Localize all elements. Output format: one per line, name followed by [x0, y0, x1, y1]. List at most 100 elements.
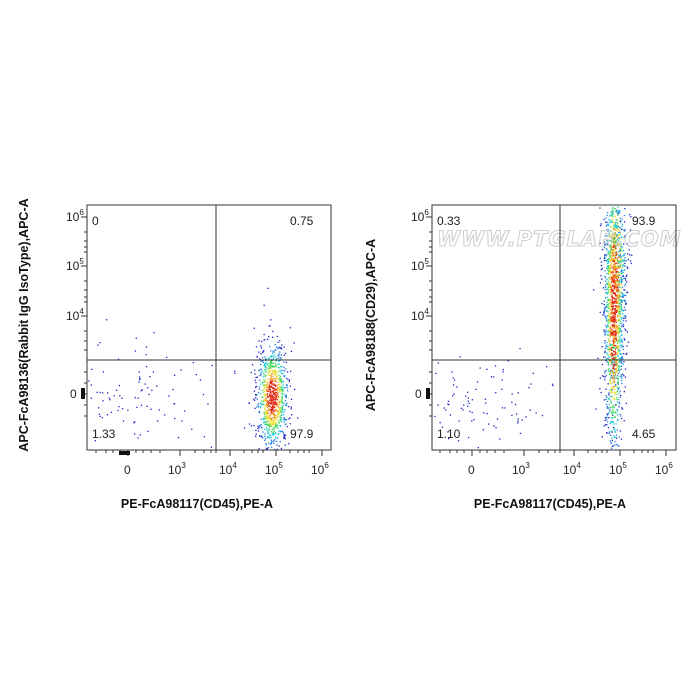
event-dot [616, 283, 618, 285]
event-dot [608, 331, 610, 333]
event-dot [620, 300, 623, 302]
event-dot [601, 346, 603, 348]
event-dot [267, 407, 269, 409]
event-dot [268, 420, 270, 422]
event-dot [273, 416, 275, 418]
event-dot [274, 419, 276, 421]
event-dot [263, 333, 265, 336]
event-dot [280, 420, 282, 422]
event-dot [606, 345, 609, 348]
event-dot [612, 445, 614, 448]
event-dot [278, 354, 280, 357]
event-dot [611, 247, 613, 249]
event-dot [283, 346, 285, 348]
event-dot [613, 234, 616, 236]
event-dot [616, 242, 618, 244]
event-dot [272, 405, 274, 408]
event-dot [263, 379, 265, 381]
event-dot [612, 255, 615, 258]
event-dot [271, 433, 273, 435]
event-dot [617, 320, 619, 322]
event-dot [267, 402, 269, 404]
event-dot [234, 370, 236, 372]
event-dot [624, 229, 626, 231]
event-dot [612, 305, 614, 307]
event-dot [279, 383, 281, 386]
event-dot [276, 376, 278, 378]
event-dot [615, 247, 617, 250]
event-dot [618, 281, 621, 283]
event-dot [620, 301, 622, 304]
event-dot [270, 435, 272, 437]
event-dot [609, 320, 611, 322]
event-dot [608, 277, 610, 279]
event-dot [277, 406, 280, 409]
event-dot [614, 216, 617, 218]
event-dot [617, 225, 619, 227]
event-dot [263, 417, 265, 420]
event-dot [275, 422, 277, 424]
event-dot [627, 253, 629, 255]
y-tick-label: 106 [66, 208, 84, 224]
event-dot [617, 210, 620, 212]
event-dot [617, 350, 620, 352]
event-dot [616, 325, 619, 328]
event-dot [611, 296, 613, 298]
event-dot [605, 306, 607, 308]
event-dot [516, 413, 518, 415]
event-dot [606, 288, 608, 290]
event-dot [609, 256, 611, 259]
event-dot [604, 275, 606, 278]
event-dot [265, 444, 267, 446]
event-dot [276, 426, 278, 428]
event-dot [599, 207, 601, 209]
event-dot [118, 406, 120, 408]
event-dot [612, 361, 614, 363]
event-dot [619, 350, 621, 352]
event-dot [122, 420, 125, 422]
event-dot [266, 429, 268, 431]
event-dot [267, 412, 269, 415]
event-dot [614, 266, 616, 268]
event-dot [612, 215, 614, 217]
event-dot [609, 331, 611, 333]
event-dot [623, 337, 625, 339]
event-dot [181, 420, 183, 422]
event-dot [629, 260, 632, 262]
event-dot [619, 340, 621, 342]
event-dot [618, 283, 620, 285]
event-dot [613, 273, 615, 276]
event-dot [610, 252, 613, 254]
event-dot [258, 392, 260, 394]
event-dot [610, 235, 612, 237]
event-dot [275, 398, 277, 401]
event-dot [610, 317, 612, 319]
event-dot [261, 404, 263, 406]
event-dot [600, 269, 602, 271]
event-dot [610, 371, 612, 373]
event-dot [610, 255, 612, 257]
event-dot [259, 379, 261, 381]
event-dot [276, 335, 278, 338]
event-dot [615, 305, 617, 308]
event-dot [264, 438, 267, 440]
event-dot [615, 348, 617, 350]
event-dot [283, 421, 285, 423]
event-dot [617, 419, 619, 421]
event-dot [608, 221, 611, 224]
event-dot [609, 269, 611, 271]
event-dot [253, 399, 256, 401]
event-dot [617, 289, 619, 291]
event-dot [609, 309, 611, 311]
event-dot [279, 400, 281, 403]
event-dot [272, 390, 274, 392]
event-dot [272, 370, 274, 372]
event-dot [606, 361, 608, 363]
event-dot [99, 391, 101, 394]
event-dot [609, 344, 611, 346]
event-dot [606, 272, 608, 275]
event-dot [274, 373, 276, 375]
event-dot [613, 376, 615, 379]
event-dot [617, 314, 619, 316]
event-dot [495, 427, 497, 429]
